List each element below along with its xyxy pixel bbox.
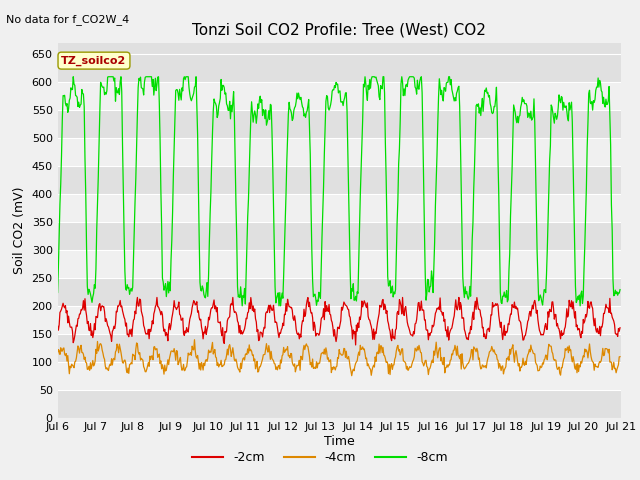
Bar [58, 194, 621, 222]
X-axis label: Time: Time [324, 435, 355, 448]
Bar [58, 306, 621, 334]
Bar [58, 166, 621, 194]
Legend: -2cm, -4cm, -8cm: -2cm, -4cm, -8cm [187, 446, 453, 469]
Text: No data for f_CO2W_4: No data for f_CO2W_4 [6, 14, 130, 25]
Bar [58, 362, 621, 390]
Bar [58, 250, 621, 278]
Title: Tonzi Soil CO2 Profile: Tree (West) CO2: Tonzi Soil CO2 Profile: Tree (West) CO2 [192, 23, 486, 38]
Text: TZ_soilco2: TZ_soilco2 [61, 56, 127, 66]
Bar [58, 390, 621, 418]
Bar [58, 278, 621, 306]
Bar [58, 222, 621, 250]
Bar [58, 334, 621, 362]
Bar [58, 54, 621, 82]
Y-axis label: Soil CO2 (mV): Soil CO2 (mV) [13, 187, 26, 274]
Bar [58, 82, 621, 110]
Bar [58, 110, 621, 138]
Bar [58, 138, 621, 166]
